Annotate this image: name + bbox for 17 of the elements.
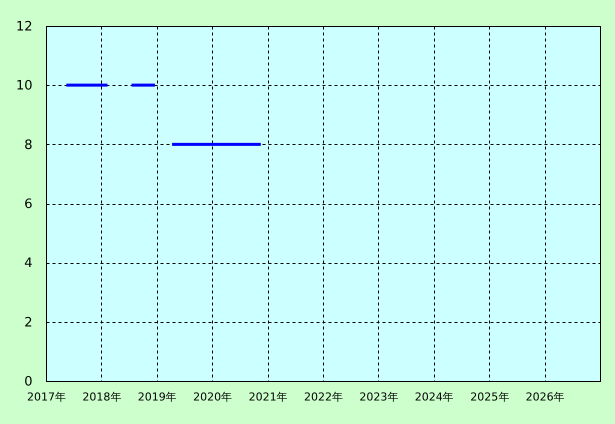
x-tick-label: 2019年 <box>138 390 177 404</box>
x-tick-label: 2025年 <box>470 390 510 404</box>
x-tick-label: 2023年 <box>359 390 398 404</box>
y-tick-label: 0 <box>24 374 32 390</box>
x-tick-label: 2021年 <box>248 390 288 404</box>
y-tick-label: 8 <box>24 138 32 153</box>
y-tick-label: 4 <box>24 256 32 272</box>
x-tick-label: 2024年 <box>414 390 454 404</box>
y-tick-label: 6 <box>24 197 32 212</box>
x-tick-label: 2020年 <box>193 390 232 404</box>
y-tick-label: 10 <box>16 78 32 94</box>
x-tick-label: 2022年 <box>304 390 343 404</box>
x-tick-label: 2017年 <box>27 390 66 404</box>
x-tick-label: 2018年 <box>82 390 122 404</box>
y-tick-label: 2 <box>24 315 32 330</box>
x-tick-label: 2026年 <box>526 390 565 404</box>
y-tick-label: 12 <box>16 20 32 34</box>
